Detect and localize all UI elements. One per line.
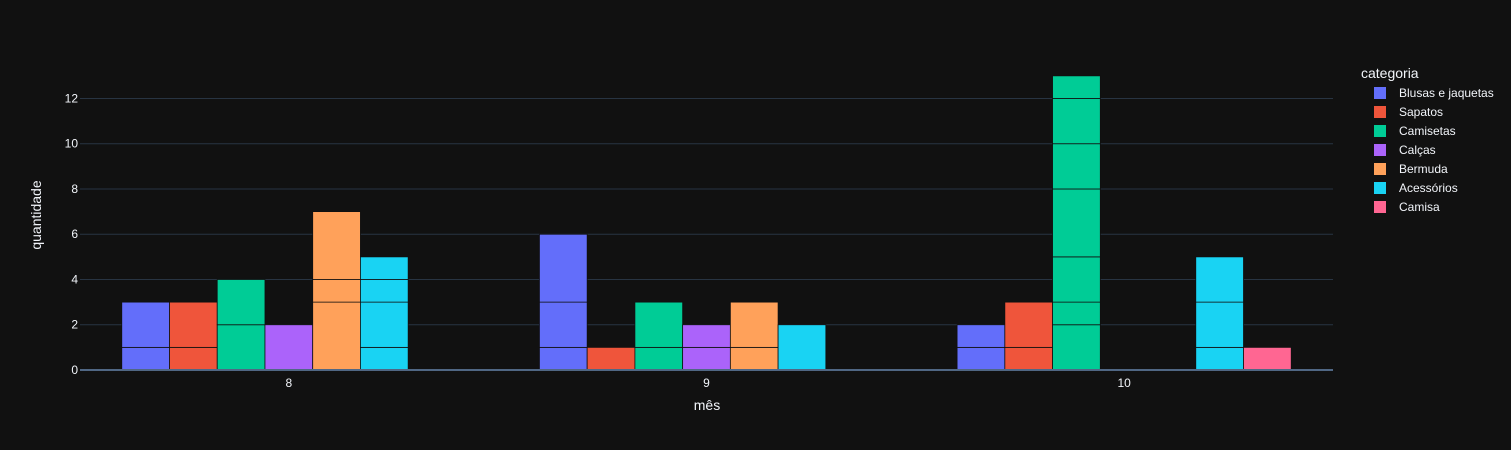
axes: 0 2 4 6 8 10 12 8 9 10 [65,91,1333,390]
bar-segment[interactable] [1195,346,1244,371]
bar-segment[interactable] [121,346,170,371]
bar-segment[interactable] [539,233,588,303]
bar-segment[interactable] [312,301,361,371]
bar-segment[interactable] [312,211,361,280]
bar-segment[interactable] [777,324,827,371]
legend-swatch [1374,144,1386,156]
grid-lines [80,97,1333,326]
legend-swatch [1374,201,1386,213]
bar-segment[interactable] [682,346,731,371]
bar-segment[interactable] [634,301,684,348]
bar-segment[interactable] [1195,301,1244,348]
bar-segment[interactable] [169,301,218,348]
legend-item[interactable]: Bermuda [1374,162,1448,176]
bar-segment[interactable] [360,256,409,280]
legend-swatch [1374,106,1386,118]
legend-label: Blusas e jaquetas [1399,86,1494,100]
legend-label: Bermuda [1399,162,1448,176]
bar-segment[interactable] [169,346,218,371]
legend-swatch [1374,87,1386,99]
x-tick-label: 9 [703,376,710,390]
y-tick-label: 8 [71,182,78,196]
bar-segment[interactable] [1052,188,1101,258]
bar-segment[interactable] [264,324,314,371]
legend-swatch [1374,182,1386,194]
y-tick-label: 12 [65,91,79,105]
legend-title: categoria [1361,65,1419,81]
legend-item[interactable]: Sapatos [1374,105,1443,119]
y-tick-label: 4 [71,272,78,286]
legend-label: Sapatos [1399,105,1443,119]
legend-label: Camisetas [1399,124,1456,138]
bar-segment[interactable] [312,279,361,303]
legend-swatch [1374,163,1386,175]
y-tick-label: 6 [71,227,78,241]
y-tick-label: 10 [65,137,79,151]
bar-segment[interactable] [956,346,1006,371]
bar-segment[interactable] [1052,98,1101,145]
bar-segment[interactable] [360,301,409,348]
legend-item[interactable]: Camisetas [1374,124,1456,138]
legend-item[interactable]: Calças [1374,143,1436,157]
bar-segment[interactable] [539,301,588,348]
bar-segment[interactable] [1052,301,1101,326]
legend-item[interactable]: Acessórios [1374,181,1458,195]
bar-segment[interactable] [1052,256,1101,303]
bar-segment[interactable] [121,301,170,348]
bar-segment[interactable] [956,324,1006,348]
bar-segment[interactable] [586,346,636,371]
legend-label: Acessórios [1399,181,1458,195]
x-axis-title: mês [694,397,720,413]
legend-item[interactable]: Camisa [1374,200,1440,214]
x-tick-label: 10 [1117,376,1131,390]
legend: categoria Blusas e jaquetas Sapatos Camise… [1361,65,1494,214]
bar-segment[interactable] [729,301,779,348]
bar-segment[interactable] [1195,256,1244,303]
y-axis-title: quantidade [28,180,44,250]
bar-segment[interactable] [1004,346,1053,371]
bars [121,75,1292,371]
bar-segment[interactable] [729,346,779,371]
bar-segment[interactable] [360,279,409,303]
bar-segment[interactable] [1004,301,1053,348]
bar-segment[interactable] [1243,346,1292,371]
bar-segment[interactable] [1052,75,1101,99]
legend-label: Calças [1399,143,1436,157]
legend-swatch [1374,125,1386,137]
bar-segment[interactable] [1052,324,1101,371]
bar-segment[interactable] [634,346,684,371]
y-tick-label: 0 [71,363,78,377]
bar-segment[interactable] [216,324,266,371]
legend-item[interactable]: Blusas e jaquetas [1374,86,1494,100]
bar-segment[interactable] [1052,143,1101,190]
bar-segment[interactable] [216,279,266,326]
y-tick-label: 2 [71,318,78,332]
legend-label: Camisa [1399,200,1440,214]
bar-segment[interactable] [539,346,588,371]
bar-segment[interactable] [360,346,409,371]
bar-segment[interactable] [682,324,731,348]
x-tick-label: 8 [285,376,292,390]
